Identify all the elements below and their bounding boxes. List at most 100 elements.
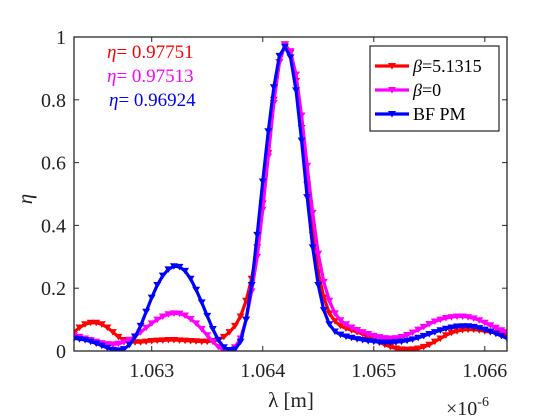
data-point	[114, 347, 123, 351]
x-exponent-power: -6	[477, 395, 489, 410]
data-point	[414, 345, 423, 351]
data-point	[208, 326, 217, 333]
data-point	[136, 339, 145, 346]
x-tick-label: 1.065	[351, 360, 396, 382]
data-point	[181, 337, 190, 345]
data-point	[408, 346, 417, 351]
data-point	[503, 329, 507, 336]
data-point	[486, 328, 495, 336]
data-point	[408, 336, 417, 343]
data-point	[108, 341, 117, 348]
data-point	[181, 312, 190, 320]
data-point	[158, 313, 167, 320]
efficiency-annotation: η= 0.97513	[107, 66, 194, 87]
legend-symbol: β	[412, 56, 422, 76]
data-point	[197, 338, 206, 346]
data-point	[464, 326, 473, 334]
data-point	[186, 275, 195, 283]
data-point	[425, 341, 434, 349]
legend-marker	[388, 111, 396, 118]
data-point	[303, 194, 312, 201]
data-point	[469, 315, 478, 322]
data-point	[430, 318, 439, 325]
data-point	[119, 339, 128, 346]
x-exponent-base: ×10	[446, 398, 477, 420]
data-point	[269, 84, 278, 91]
data-point	[480, 319, 489, 327]
data-point	[103, 324, 112, 331]
data-point	[319, 278, 328, 286]
data-point	[325, 297, 334, 305]
data-point	[430, 329, 439, 336]
data-point	[447, 324, 456, 331]
data-point	[464, 323, 473, 330]
data-point	[491, 324, 500, 332]
data-point	[114, 340, 123, 348]
x-tick-label: 1.063	[129, 360, 174, 382]
data-point	[353, 326, 362, 334]
data-point	[292, 87, 301, 94]
data-point	[203, 332, 212, 339]
annotation-value: = 0.96924	[118, 90, 196, 111]
y-tick-label: 0.4	[41, 215, 66, 237]
data-point	[181, 267, 190, 275]
legend-symbol: β	[412, 80, 422, 100]
data-point	[197, 299, 206, 306]
data-point	[264, 128, 273, 135]
data-point	[458, 323, 467, 330]
data-point	[391, 339, 400, 346]
legend-item: BF PM	[375, 104, 466, 124]
data-point	[92, 340, 101, 347]
legend-marker	[388, 87, 396, 94]
data-point	[308, 209, 317, 217]
data-point	[169, 263, 178, 270]
data-point	[225, 329, 234, 336]
data-point	[436, 335, 445, 342]
data-point	[175, 337, 184, 344]
data-point	[175, 263, 184, 271]
data-point	[325, 321, 334, 328]
plot-frame	[73, 36, 508, 352]
data-point	[158, 337, 167, 344]
data-point	[314, 250, 323, 258]
data-point	[397, 333, 406, 341]
data-point	[419, 332, 428, 340]
data-point	[164, 266, 173, 273]
data-point	[286, 48, 295, 55]
data-point	[447, 329, 456, 337]
data-point	[219, 344, 228, 351]
data-point	[103, 344, 112, 351]
data-point	[192, 320, 201, 327]
data-point	[347, 324, 356, 331]
data-point	[147, 337, 156, 345]
data-point	[164, 311, 173, 318]
data-point	[453, 313, 462, 320]
data-point	[75, 324, 84, 331]
y-axis-label: η	[13, 194, 37, 204]
data-point	[169, 337, 178, 344]
data-point	[330, 318, 339, 325]
data-point	[447, 314, 456, 321]
data-point	[242, 316, 251, 324]
data-point	[441, 325, 450, 333]
data-point	[419, 323, 428, 331]
legend-name: BF PM	[413, 104, 466, 124]
data-point	[453, 328, 462, 335]
data-point	[441, 332, 450, 339]
legend-name: =0	[422, 80, 441, 100]
data-point	[108, 329, 117, 336]
data-point	[397, 346, 406, 351]
data-point	[319, 307, 328, 314]
data-point	[453, 323, 462, 331]
annotation-value: = 0.97751	[116, 42, 193, 63]
y-tick-label: 0.8	[41, 90, 66, 112]
data-point	[208, 338, 217, 346]
data-point	[491, 330, 500, 338]
data-point	[380, 335, 389, 342]
data-point	[419, 343, 428, 351]
data-point	[414, 326, 423, 334]
data-point	[214, 343, 223, 351]
legend-marker	[388, 63, 396, 70]
annotation-value: = 0.97513	[116, 66, 193, 87]
